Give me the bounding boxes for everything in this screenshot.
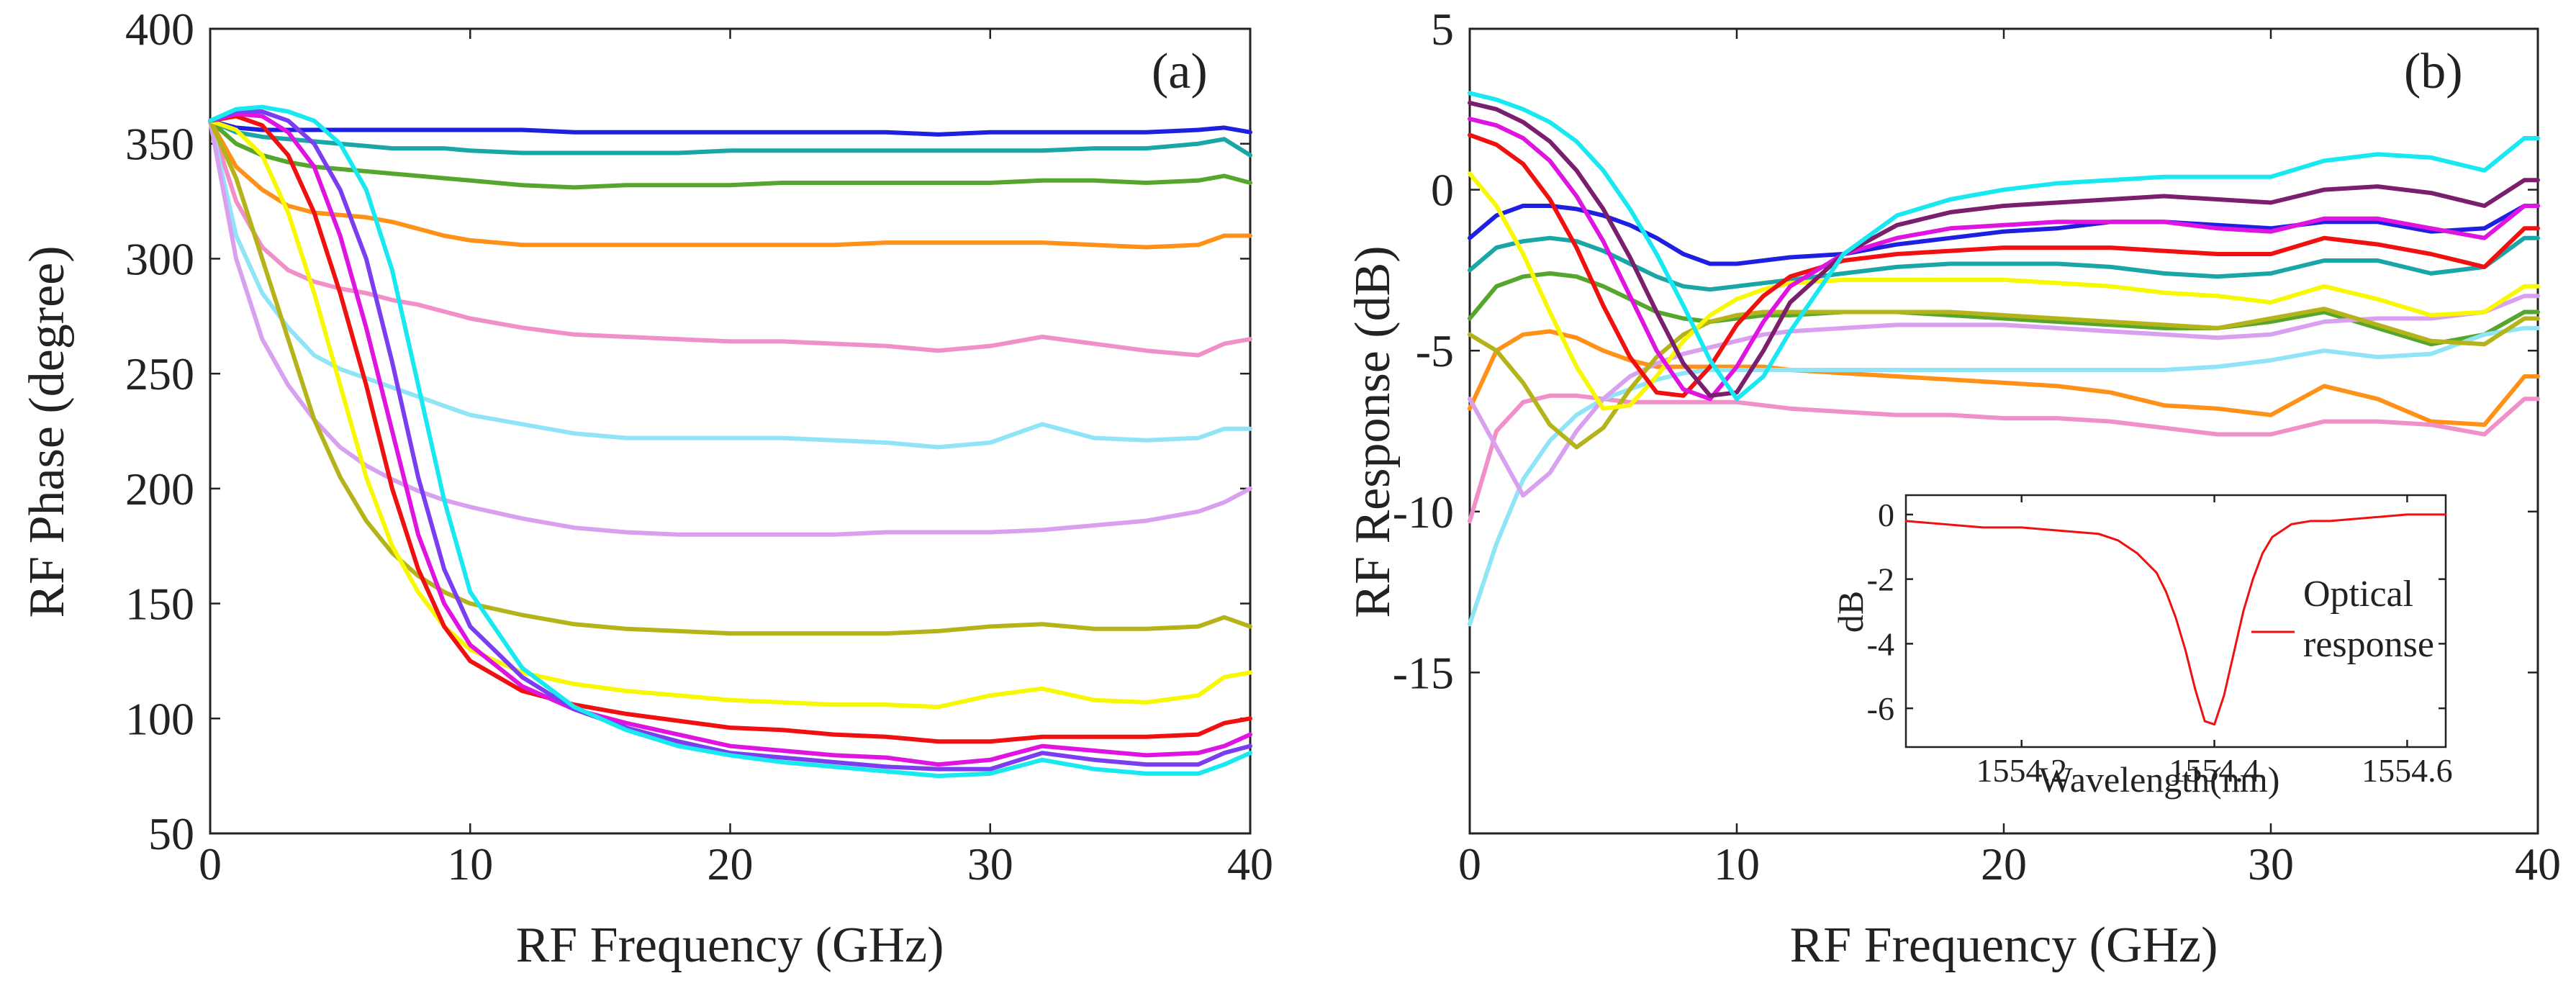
panel-a-series-teal [208,118,1252,158]
panel-a-series-yellow [208,118,1252,710]
panel-a-y-tick-label: 400 [125,4,194,55]
panel-a-y-tick-label: 200 [125,463,194,515]
panel-a-x-tick-label: 30 [967,838,1013,890]
panel-a-series-purple [208,109,1252,772]
panel-a-y-tick-label: 50 [148,808,194,859]
inset-y-tick-label: -2 [1867,561,1894,598]
panel-b-x-tick-label: 10 [1714,838,1760,890]
panel-a-x-tick-label: 40 [1227,838,1273,890]
panel-b-series-cyan [1468,91,2540,402]
inset-axes-frame [1904,494,2447,748]
panel-a-y-axis-label: RF Phase (degree) [19,245,75,618]
panel-a-x-tick-label: 0 [199,838,222,890]
inset-y-tick-label: -6 [1867,690,1894,727]
panel-b-response-chart: 0 10 20 30 40 -15 -10 -5 0 5 (b) RF Frequency (GH… [1345,4,2561,973]
panel-b-series-olive [1468,307,2540,450]
panel-a-series-red [208,114,1252,744]
panel-b-series-magenta [1468,117,2540,402]
panel-b-series-lavender [1468,294,2540,498]
panel-a-x-axis-label: RF Frequency (GHz) [516,918,944,973]
panel-a-series-lightblue [208,118,1252,450]
inset-y-axis-label: dB [1830,591,1871,633]
inset-x-tick-label: 1554.2 [1976,752,2067,789]
panel-b-label: (b) [2404,44,2463,99]
inset-series [1904,513,2447,726]
panel-a-phase-chart: 0 10 20 30 40 50 100 150 200 250 300 350 400 (a) RF … [19,4,1273,973]
panel-b-y-tick-label: 5 [1431,4,1454,55]
panel-a-series-olive [208,118,1252,636]
panel-b-series-orange [1468,329,2540,428]
panel-b-y-axis-label: RF Response (dB) [1345,245,1401,618]
panel-a-series-pink [208,118,1252,358]
inset-x-axis-label: Wavelength(nm) [2039,759,2280,800]
panel-b-y-tick-label: 0 [1431,165,1454,216]
panel-b-x-tick-label: 0 [1458,838,1481,890]
inset-y-tick-label: -4 [1867,625,1894,662]
inset-y-tick-label: 0 [1878,497,1894,533]
inset-legend-line1: Optical [2303,574,2413,615]
panel-a-series-cyan [208,104,1252,779]
panel-b-x-axis-label: RF Frequency (GHz) [1790,918,2218,973]
panel-a-series-lavender [208,118,1252,537]
panel-a-series [208,104,1252,779]
panel-a-series-blue [208,118,1252,137]
inset-series-optical-response [1904,513,2447,726]
panel-a-x-tick-label: 20 [708,838,754,890]
panel-b-series-purple [1468,100,2540,398]
panel-b-series-green [1468,271,2540,347]
panel-a-y-tick-label: 300 [125,233,194,284]
panel-b-series-yellow [1468,171,2540,411]
inset-optical-response: 1554.2 1554.4 1554.6 0 -2 -4 -6 Optical respon… [1830,494,2453,800]
panel-a-ticks: 0 10 20 30 40 50 100 150 200 250 300 350 400 [125,4,1273,890]
panel-a-series-orange [208,118,1252,250]
panel-b-series-blue [1468,204,2540,266]
panel-b-y-tick-label: -5 [1416,325,1454,376]
panel-b-y-tick-label: -10 [1393,487,1454,538]
panel-b-y-tick-label: -15 [1393,647,1454,698]
panel-a-y-tick-label: 100 [125,693,194,744]
inset-ticks: 1554.2 1554.4 1554.6 0 -2 -4 -6 [1867,495,2453,789]
panel-a-y-tick-label: 350 [125,119,194,170]
panel-a-label: (a) [1152,44,1208,99]
inset-legend-line2: response [2303,624,2434,665]
panel-b-ticks: 0 10 20 30 40 -15 -10 -5 0 5 [1393,4,2561,890]
panel-a-y-tick-label: 250 [125,348,194,399]
panel-b-series-pink [1468,393,2540,524]
inset-x-tick-label: 1554.6 [2362,752,2453,789]
inset-x-tick-label: 1554.4 [2169,752,2260,789]
panel-b-series-teal [1468,235,2540,292]
panel-b-x-tick-label: 30 [2248,838,2294,890]
panel-b-series [1468,91,2540,627]
panel-b-series-lightblue [1468,325,2540,627]
panel-a-y-tick-label: 150 [125,579,194,630]
panel-a-series-magenta [208,112,1252,767]
panel-b-x-tick-label: 20 [1981,838,2027,890]
panel-b-x-tick-label: 40 [2515,838,2561,890]
panel-a-x-tick-label: 10 [447,838,493,890]
panel-a-series-green [208,118,1252,190]
panel-b-series-red [1468,132,2540,398]
